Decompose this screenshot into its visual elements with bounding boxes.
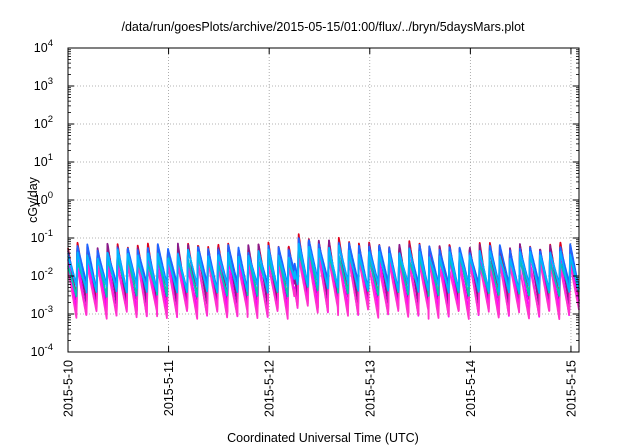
y-tick-exponent: -4	[45, 342, 53, 353]
y-tick-exponent: -1	[45, 228, 53, 239]
x-tick-label: 2015-5-11	[162, 360, 176, 416]
series-line-4	[67, 255, 580, 321]
y-tick-label: 104	[34, 38, 53, 55]
axis-ticks	[67, 47, 579, 353]
x-tick-label: 2015-5-14	[464, 360, 478, 417]
series-line-7	[67, 242, 580, 295]
y-tick-label: 10-4	[31, 342, 53, 359]
y-tick-label: 102	[34, 114, 53, 131]
y-tick-label: 103	[34, 76, 53, 93]
x-tick-label: 2015-5-13	[363, 360, 377, 417]
y-tick-exponent: 4	[48, 38, 53, 49]
x-tick-label: 2015-5-15	[564, 360, 578, 417]
y-tick-exponent: -2	[45, 266, 53, 277]
x-tick-label: 2015-5-10	[62, 360, 76, 417]
chart-title: /data/run/goesPlots/archive/2015-05-15/0…	[121, 20, 525, 34]
x-tick-label: 2015-5-12	[263, 360, 277, 417]
y-tick-label: 10-1	[31, 228, 53, 245]
series-group	[67, 233, 580, 321]
y-tick-label: 101	[34, 152, 53, 169]
y-tick-exponent: 0	[48, 190, 53, 201]
x-tick-labels: 2015-5-10 2015-5-11 2015-5-12 2015-5-13 2015…	[62, 360, 579, 417]
y-tick-exponent: 2	[48, 114, 53, 125]
y-axis-label: cGy/day	[26, 176, 40, 223]
y-tick-label: 10-3	[31, 304, 53, 321]
y-tick-exponent: 3	[48, 76, 53, 87]
y-tick-exponent: 1	[48, 152, 53, 163]
x-axis-label: Coordinated Universal Time (UTC)	[227, 431, 419, 445]
y-tick-exponent: -3	[45, 304, 53, 315]
y-tick-label: 10-2	[31, 266, 53, 283]
